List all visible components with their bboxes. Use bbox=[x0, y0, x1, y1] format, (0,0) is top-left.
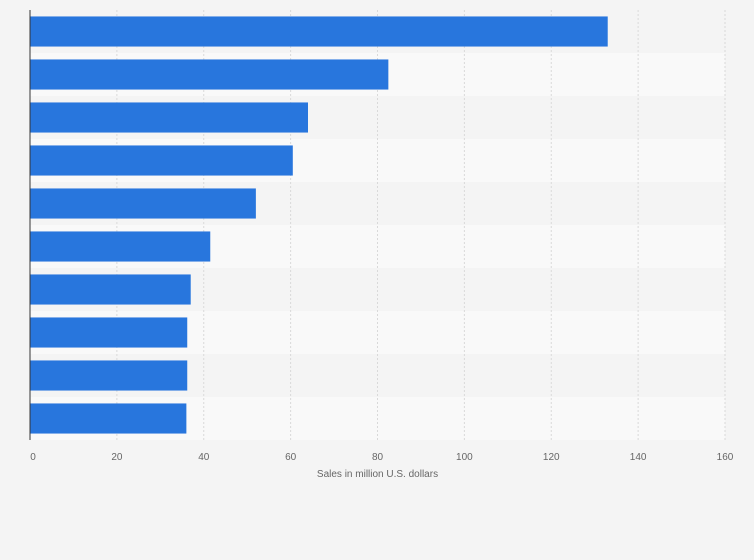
x-axis-ticks: 0 20 40 60 80 100 120 140 160 bbox=[30, 452, 734, 463]
bars bbox=[30, 16, 608, 434]
bar bbox=[30, 102, 308, 133]
x-tick-label: 40 bbox=[198, 452, 210, 463]
x-tick-label: 20 bbox=[111, 452, 123, 463]
bar bbox=[30, 231, 211, 262]
x-tick-label: 100 bbox=[456, 452, 473, 463]
bar bbox=[30, 360, 188, 391]
bar bbox=[30, 403, 187, 434]
x-axis-title: Sales in million U.S. dollars bbox=[317, 469, 438, 480]
x-tick-label: 140 bbox=[630, 452, 647, 463]
x-tick-label: 120 bbox=[543, 452, 560, 463]
x-tick-label: 60 bbox=[285, 452, 297, 463]
bar bbox=[30, 59, 389, 90]
bar bbox=[30, 274, 191, 305]
x-tick-label: 0 bbox=[30, 452, 36, 463]
bar bbox=[30, 188, 256, 219]
bar bbox=[30, 145, 293, 176]
bar bbox=[30, 317, 188, 348]
x-tick-label: 80 bbox=[372, 452, 384, 463]
bar bbox=[30, 16, 608, 47]
x-tick-label: 160 bbox=[717, 452, 734, 463]
